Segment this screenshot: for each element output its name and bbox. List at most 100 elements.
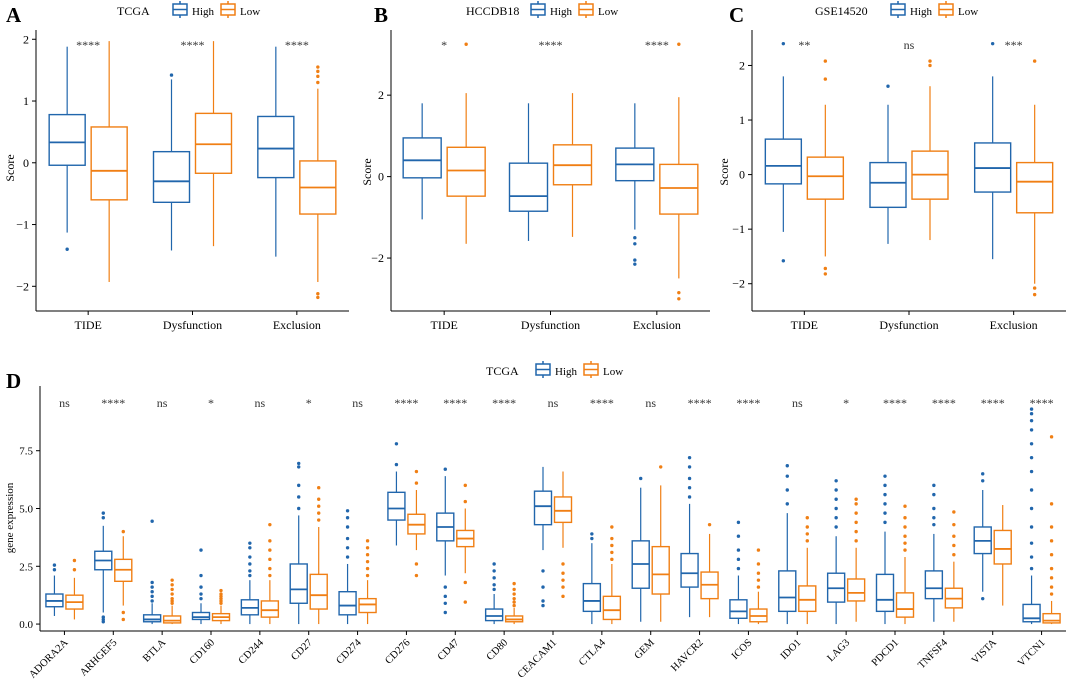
- outlier-point: [317, 485, 321, 490]
- box-low: [552, 93, 593, 237]
- outlier-point: [365, 539, 370, 543]
- box-iqr: [764, 138, 803, 185]
- significance-label: *: [843, 396, 849, 410]
- outlier-point: [72, 568, 77, 572]
- panel-b: B HCCDB18 High Low Score −2 0 2 TIDE * Dysfun…: [360, 1, 710, 332]
- significance-label: ns: [645, 396, 656, 410]
- outlier-point: [854, 497, 858, 501]
- box-iqr: [289, 563, 308, 604]
- outlier-point: [512, 596, 516, 601]
- significance-label: ****: [492, 396, 516, 410]
- y-tick-label: 1: [739, 113, 745, 127]
- panel-label: B: [374, 3, 388, 27]
- outlier-point: [1029, 488, 1034, 492]
- box-iqr: [729, 599, 748, 619]
- box-low: [749, 548, 768, 625]
- outlier-point: [463, 580, 467, 585]
- outlier-point: [932, 483, 936, 488]
- outlier-point: [345, 509, 350, 513]
- outlier-point: [610, 525, 614, 529]
- outlier-point: [633, 242, 637, 246]
- box-low: [358, 539, 377, 625]
- outlier-point: [170, 596, 174, 601]
- y-tick-label: 1: [23, 94, 29, 108]
- outlier-point: [633, 235, 637, 240]
- box-iqr: [924, 570, 944, 600]
- box-iqr: [533, 490, 553, 526]
- outlier-point: [248, 569, 252, 573]
- box-low: [446, 42, 486, 244]
- significance-label: ns: [548, 396, 559, 410]
- outlier-point: [952, 534, 956, 538]
- outlier-point: [492, 569, 496, 573]
- box-iqr: [806, 156, 845, 200]
- outlier-point: [1029, 455, 1034, 460]
- outlier-point: [1029, 506, 1034, 511]
- box-low: [162, 578, 182, 625]
- box-high: [875, 474, 895, 625]
- outlier-point: [883, 483, 887, 488]
- outlier-point: [443, 585, 447, 589]
- outlier-point: [633, 262, 637, 266]
- x-tick-label: Exclusion: [273, 318, 321, 332]
- outlier-point: [781, 259, 786, 263]
- outlier-point: [903, 541, 907, 545]
- legend-title: HCCDB18: [466, 4, 519, 18]
- box-low: [260, 522, 280, 625]
- legend-label-high: High: [192, 6, 215, 18]
- outlier-point: [677, 297, 681, 301]
- box-low: [1042, 435, 1061, 625]
- x-tick-label: CD80: [485, 637, 511, 663]
- significance-label: ****: [590, 396, 614, 410]
- box-high: [826, 479, 846, 625]
- outlier-point: [854, 502, 858, 506]
- box-high: [94, 511, 113, 624]
- significance-label: ****: [932, 396, 956, 410]
- panel-d: D TCGA High Low gene expression 0.0 2.5 5.…: [4, 361, 1066, 681]
- outlier-point: [610, 557, 614, 562]
- outlier-point: [610, 550, 614, 555]
- outlier-point: [883, 502, 887, 506]
- outlier-point: [805, 532, 809, 536]
- outlier-point: [512, 603, 516, 608]
- box-iqr: [846, 578, 866, 602]
- outlier-point: [990, 41, 995, 46]
- outlier-point: [365, 546, 370, 550]
- box-iqr: [1042, 612, 1061, 624]
- outlier-point: [1049, 553, 1054, 557]
- outlier-point: [1032, 286, 1037, 290]
- box-low: [602, 525, 622, 625]
- outlier-point: [219, 588, 223, 593]
- box-iqr: [659, 163, 699, 215]
- outlier-point: [52, 568, 57, 572]
- outlier-point: [297, 495, 301, 499]
- outlier-point: [1029, 428, 1034, 432]
- box-high: [508, 103, 549, 241]
- outlier-point: [561, 585, 565, 589]
- y-tick-label: 2.5: [19, 561, 33, 573]
- outlier-point: [512, 600, 516, 604]
- significance-label: ****: [688, 396, 712, 410]
- box-high: [142, 519, 162, 625]
- legend-label-high: High: [550, 6, 573, 18]
- outlier-point: [65, 247, 69, 251]
- x-tick-label: CD274: [334, 637, 364, 667]
- box-iqr: [191, 611, 211, 621]
- box-iqr: [152, 150, 191, 204]
- box-high: [257, 46, 295, 257]
- y-tick-label: 2: [378, 88, 384, 102]
- outlier-point: [1029, 412, 1034, 416]
- outlier-point: [883, 474, 887, 478]
- box-low: [651, 465, 670, 622]
- outlier-point: [492, 587, 496, 592]
- box-iqr: [142, 614, 162, 623]
- outlier-point: [394, 462, 399, 467]
- legend-key-high: [890, 1, 906, 18]
- outlier-point: [443, 601, 447, 605]
- y-tick-label: 0: [739, 168, 745, 182]
- x-tick-label: GEM: [633, 637, 658, 662]
- outlier-point: [101, 620, 105, 624]
- box-iqr: [993, 529, 1012, 565]
- outlier-point: [297, 461, 301, 466]
- y-tick-label: −2: [16, 279, 29, 293]
